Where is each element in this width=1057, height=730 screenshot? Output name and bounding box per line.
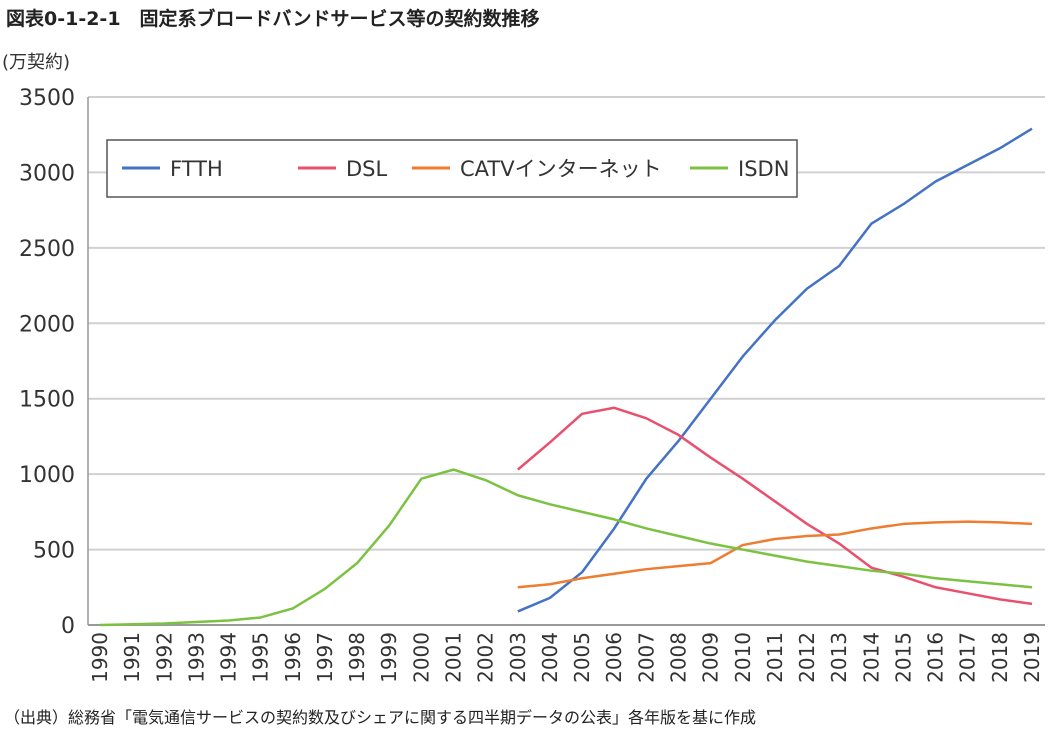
x-tick-label: 2009: [699, 632, 723, 683]
x-tick-label: 2011: [763, 632, 787, 683]
x-tick-label: 1999: [377, 632, 401, 683]
y-tick-label: 3000: [19, 161, 75, 186]
series-line-0: [517, 127, 1033, 613]
legend: [106, 139, 798, 198]
x-tick-label: 1994: [217, 632, 241, 683]
series-line-3: [99, 468, 1033, 627]
legend-label: CATVインターネット: [460, 157, 662, 181]
y-tick-label: 1000: [19, 463, 75, 488]
x-tick-label: 1993: [184, 632, 208, 683]
x-tick-label: 2010: [731, 632, 755, 683]
x-tick-label: 1996: [281, 632, 305, 683]
x-tick-label: 2006: [602, 632, 626, 683]
x-tick-label: 2007: [634, 632, 658, 683]
chart-title: 図表0-1-2-1 固定系ブロードバンドサービス等の契約数推移: [6, 8, 540, 30]
y-tick-label: 0: [61, 614, 75, 639]
x-tick-label: 2001: [442, 632, 466, 683]
series-line-2: [517, 520, 1033, 589]
x-tick-label: 2002: [474, 632, 498, 683]
y-axis-label: (万契約): [2, 52, 70, 73]
x-tick-label: 2013: [827, 632, 851, 683]
y-tick-label: 2500: [19, 237, 75, 262]
y-tick-label: 500: [33, 539, 75, 564]
x-tick-label: 2019: [1020, 632, 1044, 683]
x-tick-label: 1995: [249, 632, 273, 683]
x-tick-label: 1992: [152, 632, 176, 683]
x-tick-label: 2003: [506, 632, 530, 683]
y-tick-label: 1500: [19, 388, 75, 413]
x-tick-label: 2005: [570, 632, 594, 683]
y-tick-label: 2000: [19, 312, 75, 337]
x-tick-label: 2004: [538, 632, 562, 683]
x-tick-label: 2018: [988, 632, 1012, 683]
legend-label: DSL: [346, 157, 388, 181]
legend-label: FTTH: [170, 157, 223, 181]
x-tick-label: 2015: [891, 632, 915, 683]
series-line-1: [516, 406, 1033, 606]
x-tick-label: 2014: [859, 632, 883, 683]
x-tick-label: 2012: [795, 632, 819, 683]
x-tick-label: 2016: [924, 632, 948, 683]
x-tick-label: 1997: [313, 632, 337, 683]
x-tick-label: 1991: [120, 632, 144, 683]
x-tick-label: 1998: [345, 632, 369, 683]
x-tick-label: 2008: [666, 632, 690, 683]
x-tick-label: 2017: [956, 632, 980, 683]
x-tick-label: 1990: [88, 632, 112, 683]
x-tick-label: 2000: [409, 632, 433, 683]
y-tick-label: 3500: [19, 86, 75, 111]
source-note: （出典）総務省「電気通信サービスの契約数及びシェアに関する四半期データの公表」各…: [4, 708, 757, 727]
legend-label: ISDN: [738, 157, 789, 181]
